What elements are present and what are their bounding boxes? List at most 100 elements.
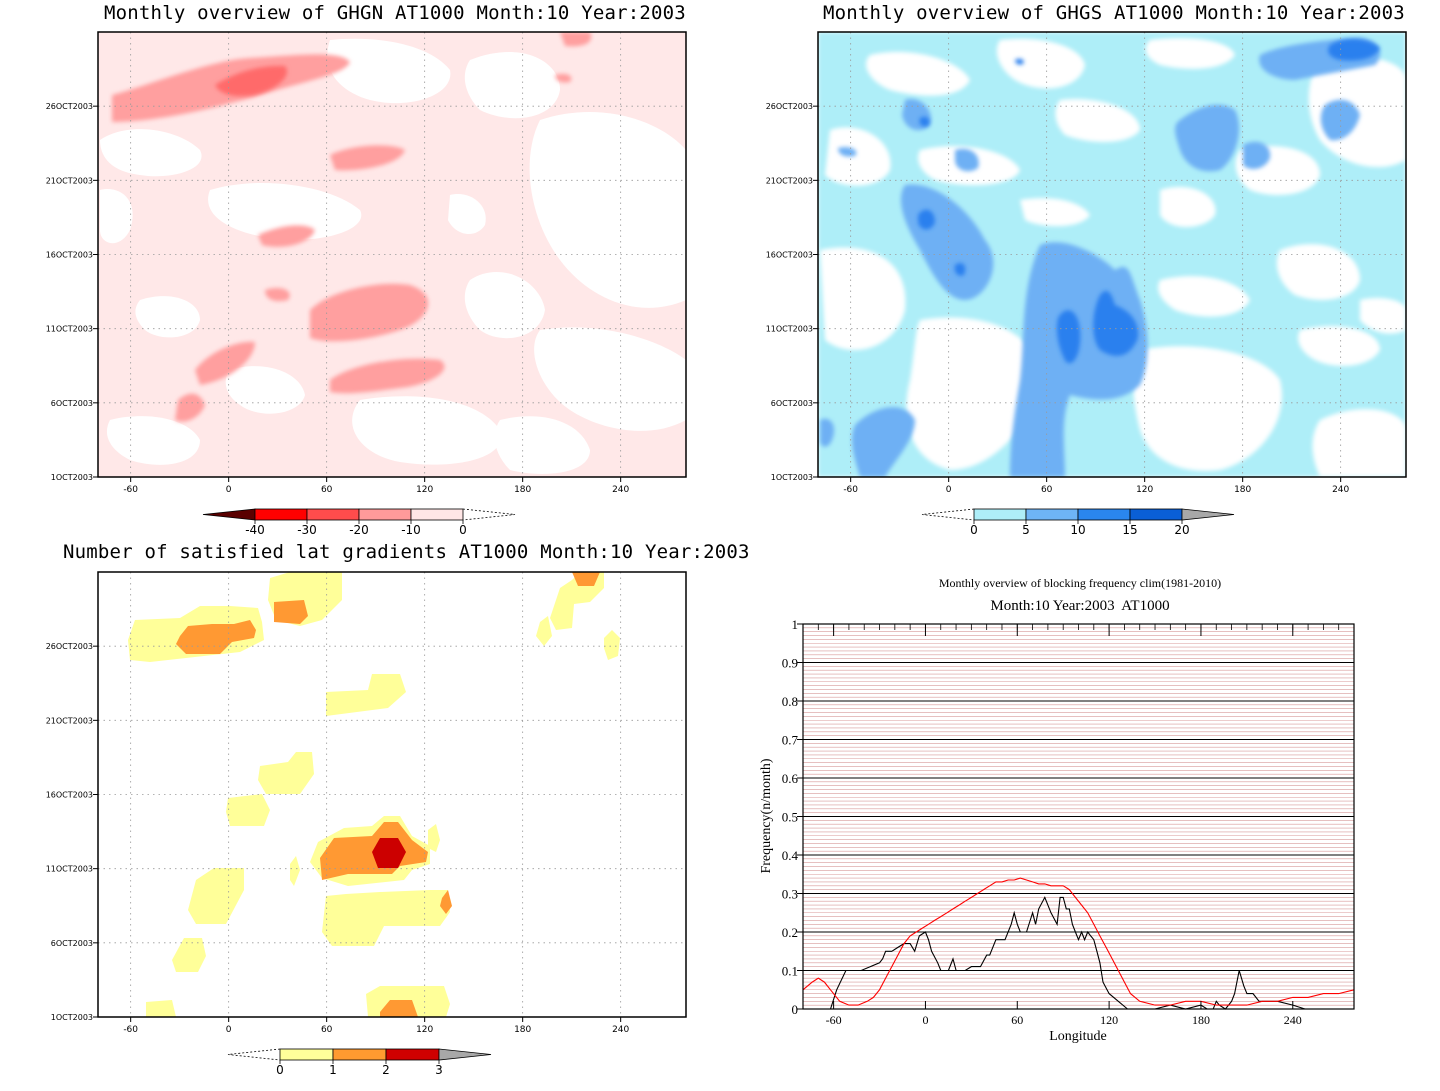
gradients-panel: Number of satisfied lat gradients AT1000… (0, 540, 750, 1091)
ghgn-axes: -60 0 60 120 180 240 1OCT2003 6OCT2003 11OCT2003… (46, 102, 630, 495)
colorbar-label: -30 (297, 523, 317, 537)
colorbar-swatch (973, 508, 1027, 521)
ghgs-panel: Monthly overview of GHGS AT1000 Month:10… (720, 0, 1440, 545)
y-tick-label: 26OCT2003 (46, 642, 93, 651)
colorbar-swatch (254, 508, 308, 521)
colorbar-swatch (1077, 508, 1131, 521)
y-tick-label: 11OCT2003 (46, 325, 93, 334)
series-line-red (802, 877, 1355, 1006)
x-tick-label: 180 (1234, 485, 1251, 495)
gradients-colorbar: 0 1 2 3 (227, 1048, 492, 1077)
blocking-lines (802, 877, 1355, 1010)
colorbar-swatch (410, 508, 464, 521)
x-tick-label: 0 (226, 1025, 232, 1035)
colorbar-swatch (1025, 508, 1079, 521)
x-tick-label: 120 (1136, 485, 1153, 495)
ghgn-grid (98, 32, 686, 477)
colorbar-label: -20 (349, 523, 369, 537)
x-tick-label: 180 (1192, 1013, 1210, 1027)
colorbar-label: 0 (459, 523, 467, 537)
x-tick-label: 60 (321, 485, 333, 495)
y-tick-label: 11OCT2003 (766, 325, 813, 334)
gradients-grid (98, 572, 686, 1017)
ghgs-contours (818, 32, 1406, 477)
ghgn-panel: Monthly overview of GHGN AT1000 Month:10… (0, 0, 720, 545)
gradients-axes: -60 0 60 120 180 240 1OCT2003 6OCT2003 11OCT2003… (46, 642, 630, 1035)
x-tick-label: 120 (1100, 1013, 1118, 1027)
ghgn-title: Monthly overview of GHGN AT1000 Month:10… (104, 2, 686, 24)
colorbar-extend-high (438, 1048, 492, 1061)
ghgs-axes: -60 0 60 120 180 240 1OCT2003 6OCT2003 11OCT2003… (766, 102, 1350, 495)
y-tick-label: 0.8 (782, 694, 798, 709)
colorbar-label: -10 (401, 523, 421, 537)
colorbar-swatch (332, 1048, 387, 1061)
blocking-xlabel: Longitude (1049, 1029, 1107, 1044)
y-tick-label: 0.7 (782, 733, 799, 748)
blocking-grid (803, 627, 1354, 1006)
y-tick-label: 0.1 (782, 964, 798, 979)
y-tick-label: 21OCT2003 (46, 716, 93, 725)
x-tick-label: 0 (922, 1013, 928, 1027)
y-tick-label: 16OCT2003 (766, 251, 813, 260)
ghgn-contours (100, 32, 686, 474)
x-tick-label: 240 (1284, 1013, 1302, 1027)
ghgs-colorbar: 0 5 10 15 20 (921, 508, 1235, 537)
ghgn-colorbar: -40 -30 -20 -10 0 (202, 508, 516, 537)
gradients-title: Number of satisfied lat gradients AT1000… (63, 541, 750, 563)
y-tick-label: 6OCT2003 (771, 399, 813, 408)
colorbar-swatch (358, 508, 412, 521)
ghgs-title: Monthly overview of GHGS AT1000 Month:10… (823, 2, 1405, 24)
x-tick-label: 240 (612, 485, 629, 495)
x-tick-label: -60 (123, 1025, 138, 1035)
y-tick-label: 1 (792, 617, 799, 632)
colorbar-swatch (279, 1048, 334, 1061)
y-tick-label: 0.4 (782, 848, 799, 863)
y-tick-label: 1OCT2003 (51, 473, 93, 482)
y-tick-label: 1OCT2003 (771, 473, 813, 482)
y-tick-label: 26OCT2003 (766, 102, 813, 111)
colorbar-label: 3 (435, 1063, 443, 1077)
colorbar-swatch (306, 508, 360, 521)
colorbar-extend-low (202, 508, 256, 521)
x-tick-label: -60 (123, 485, 138, 495)
colorbar-extend-low (227, 1048, 281, 1061)
ghgs-grid (818, 32, 1406, 477)
colorbar-swatch (1129, 508, 1183, 521)
x-tick-label: 60 (1011, 1013, 1023, 1027)
blocking-panel: Monthly overview of blocking frequency c… (720, 540, 1440, 1091)
y-tick-label: 1OCT2003 (51, 1013, 93, 1022)
blocking-ylabel: Frequency(n/month) (759, 758, 774, 873)
y-tick-label: 0.3 (782, 887, 798, 902)
y-tick-label: 6OCT2003 (51, 939, 93, 948)
ghgs-chart: -60 0 60 120 180 240 1OCT2003 6OCT2003 11OCT2003… (766, 31, 1407, 537)
colorbar-extend-high (462, 508, 516, 521)
x-tick-label: 180 (514, 1025, 531, 1035)
x-tick-label: 60 (1041, 485, 1053, 495)
colorbar-label: 0 (970, 523, 978, 537)
ghgn-chart: -60 0 60 120 180 240 1OCT2003 6OCT2003 11OCT2003… (46, 31, 687, 537)
x-tick-label: 60 (321, 1025, 333, 1035)
colorbar-label: 15 (1122, 523, 1137, 537)
y-tick-label: 6OCT2003 (51, 399, 93, 408)
colorbar-label: 10 (1070, 523, 1085, 537)
colorbar-label: 5 (1022, 523, 1030, 537)
y-tick-label: 0.6 (782, 771, 799, 786)
y-tick-label: 0.9 (782, 656, 798, 671)
y-tick-label: 21OCT2003 (766, 176, 813, 185)
y-tick-label: 0.2 (782, 925, 798, 940)
colorbar-extend-low (921, 508, 975, 521)
blocking-axes: 0 0.1 0.2 0.3 0.4 0.5 0.6 0.7 0.8 0.9 1 -60 0 60 120 18… (782, 617, 1355, 1027)
x-tick-label: 240 (612, 1025, 629, 1035)
y-tick-label: 0.5 (782, 810, 798, 825)
x-tick-label: 240 (1332, 485, 1349, 495)
colorbar-label: 0 (276, 1063, 284, 1077)
y-tick-label: 26OCT2003 (46, 102, 93, 111)
gradients-contours (128, 572, 620, 1017)
colorbar-label: 1 (329, 1063, 337, 1077)
y-tick-label: 11OCT2003 (46, 865, 93, 874)
blocking-subtitle: Month:10 Year:2003 AT1000 (990, 598, 1170, 614)
colorbar-label: 2 (382, 1063, 390, 1077)
colorbar-extend-high (1181, 508, 1235, 521)
x-tick-label: 120 (416, 485, 433, 495)
x-tick-label: 180 (514, 485, 531, 495)
